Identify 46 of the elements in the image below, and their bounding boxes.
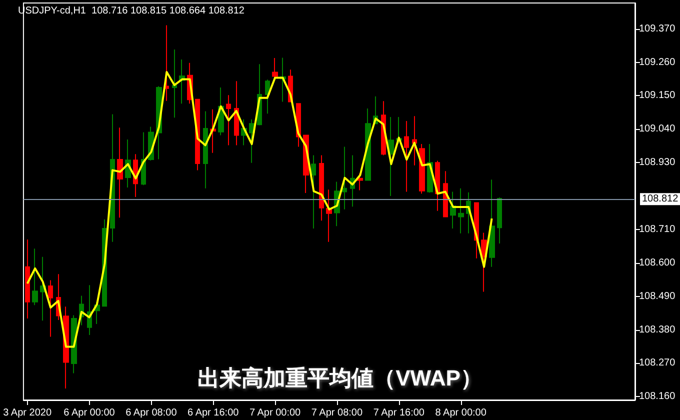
x-tick-label: 7 Apr 16:00 xyxy=(373,408,425,418)
candlestick xyxy=(311,154,316,230)
candlestick xyxy=(419,144,425,194)
x-tick-label: 7 Apr 00:00 xyxy=(249,408,302,418)
candlestick xyxy=(342,146,347,210)
candlestick xyxy=(265,79,270,114)
y-tick-label: 108.380 xyxy=(639,324,676,336)
candlestick xyxy=(172,49,177,118)
candlestick xyxy=(357,173,363,191)
candlestick xyxy=(404,120,409,192)
ref-line-label: 108.812 xyxy=(642,194,679,205)
y-tick-label: 108.270 xyxy=(639,358,676,369)
candlestick xyxy=(272,58,278,78)
candlestick xyxy=(117,127,123,218)
candlestick xyxy=(25,239,30,320)
y-tick-label: 108.490 xyxy=(639,290,676,302)
line-series xyxy=(26,71,493,348)
candlestick xyxy=(412,116,417,166)
x-tick-label: 7 Apr 08:00 xyxy=(311,408,363,418)
candlestick xyxy=(203,110,208,189)
candlestick xyxy=(458,188,464,234)
candlestick xyxy=(450,191,456,230)
candlestick xyxy=(32,248,38,306)
candlestick xyxy=(210,108,216,154)
y-tick-label: 109.040 xyxy=(639,124,676,135)
candlestick xyxy=(319,154,324,222)
y-tick-label: 108.710 xyxy=(639,224,676,235)
candlestick xyxy=(497,197,502,244)
x-tick-label: 6 Apr 08:00 xyxy=(126,408,178,418)
candlestick xyxy=(226,94,231,146)
candlestick xyxy=(489,179,495,268)
y-tick-label: 109.370 xyxy=(639,23,676,34)
y-tick-label: 108.930 xyxy=(639,157,676,168)
candlestick xyxy=(48,280,53,338)
y-tick-label: 109.260 xyxy=(639,56,676,68)
y-tick-label: 109.150 xyxy=(639,90,676,102)
x-tick-label: 8 Apr 00:00 xyxy=(435,408,487,418)
y-tick-label: 108.160 xyxy=(639,391,676,402)
annotation: 出来高加重平均値（VWAP） xyxy=(198,366,482,390)
candlestick xyxy=(164,24,169,102)
candlestick xyxy=(388,116,394,197)
y-tick-label: 108.600 xyxy=(639,257,676,268)
x-tick-label: 6 Apr 16:00 xyxy=(188,408,240,418)
x-tick-label: 3 Apr 2020 xyxy=(3,408,52,418)
x-tick-label: 6 Apr 00:00 xyxy=(64,408,116,418)
candlestick xyxy=(326,189,332,242)
